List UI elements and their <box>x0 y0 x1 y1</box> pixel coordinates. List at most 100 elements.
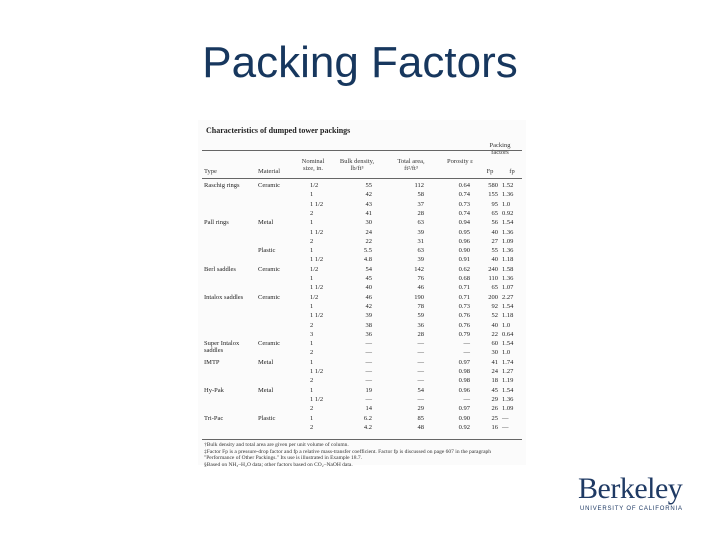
table-cell-fv: — <box>502 423 509 431</box>
table-cell-size: 1/2 <box>310 293 319 301</box>
table-cell-area: 39 <box>417 256 425 264</box>
table-cell-fv: 0.92 <box>502 209 514 217</box>
table-cell-material: Ceramic <box>258 293 281 301</box>
col-header-type: Type <box>204 168 217 175</box>
table-cell-fv: 1.58 <box>502 265 514 273</box>
table-cell-bulk: 43 <box>365 200 373 208</box>
table-cell-material: Ceramic <box>258 182 281 189</box>
table-cell-size: 1 1/2 <box>310 284 324 292</box>
table-cell-area: 63 <box>417 247 425 255</box>
table-cell-size: 1 1/2 <box>310 395 324 403</box>
table-cell-area: 36 <box>417 321 425 329</box>
table-cell-fv: 1.54 <box>502 219 514 227</box>
table-cell-bulk: 42 <box>365 191 373 199</box>
table-cell-area: 46 <box>417 284 425 292</box>
table-cell-fp: 45 <box>491 386 499 394</box>
table-cell-material: Ceramic <box>258 340 281 348</box>
table-cell-type: Hy-Pak <box>204 386 224 394</box>
table-cell-fp: 65 <box>491 284 499 292</box>
table-rule-bottom <box>202 439 522 440</box>
table-cell-por: 0.62 <box>458 265 470 273</box>
table-cell-area: 58 <box>417 191 425 199</box>
table-cell-area: — <box>417 358 425 366</box>
table-cell-bulk: 39 <box>365 312 373 320</box>
berkeley-logo: Berkeley UNIVERSITY OF CALIFORNIA <box>576 472 686 516</box>
table-cell-area: — <box>417 349 425 357</box>
table-cell-por: 0.74 <box>458 209 470 217</box>
table-cell-area: 78 <box>417 302 425 310</box>
table-cell-por: 0.97 <box>458 358 470 366</box>
table-cell-type: Super Intalox saddles <box>204 340 240 355</box>
table-cell-por: 0.64 <box>458 182 470 189</box>
table-cell-fp: 16 <box>491 423 499 431</box>
table-cell-fp: 60 <box>491 340 499 348</box>
table-cell-fp: 95 <box>491 200 499 208</box>
table-cell-por: — <box>463 340 471 348</box>
table-cell-size: 1 <box>310 302 314 310</box>
table-cell-size: 2 <box>310 349 314 357</box>
table-cell-por: 0.73 <box>458 302 470 310</box>
table-cell-type: Intalox saddles <box>204 293 244 301</box>
table-cell-fv: 1.27 <box>502 368 514 375</box>
table-cell-fv: 1.09 <box>502 405 514 413</box>
table-cell-area: 190 <box>414 293 424 301</box>
table-cell-fv: 1.18 <box>502 312 514 320</box>
table-cell-fp: 41 <box>491 358 499 366</box>
table-cell-bulk: — <box>365 358 373 366</box>
packing-factors-header: Packing factors <box>489 142 511 156</box>
table-cell-size: 1 1/2 <box>310 368 324 375</box>
table-cell-por: 0.79 <box>458 330 470 338</box>
table-cell-por: 0.94 <box>458 219 470 227</box>
table-cell-fv: 1.52 <box>502 182 514 189</box>
table-cell-fv: 1.36 <box>502 191 514 199</box>
table-cell-bulk: 38 <box>365 321 373 329</box>
table-cell-fp: 27 <box>491 237 499 245</box>
table-cell-size: 1 <box>310 414 314 422</box>
table-cell-bulk: 6.2 <box>363 414 372 422</box>
table-cell-bulk: — <box>365 349 373 357</box>
table-cell-area: 63 <box>417 219 425 227</box>
table-cell-fp: 92 <box>491 302 499 310</box>
table-cell-fp: 40 <box>491 321 499 329</box>
table-cell-por: 0.71 <box>458 293 470 301</box>
col-header-fp: Fp <box>486 168 494 175</box>
col-header-material: Material <box>258 168 281 175</box>
table-cell-por: 0.71 <box>458 284 470 292</box>
table-cell-fv: 1.54 <box>502 302 514 310</box>
table-cell-area: 112 <box>414 182 424 189</box>
table-cell-por: 0.76 <box>458 312 470 320</box>
footnote: †Bulk density and total area are given p… <box>204 442 349 448</box>
table-cell-area: 59 <box>417 312 425 320</box>
table-cell-fp: 18 <box>491 377 499 385</box>
table-cell-bulk: 41 <box>365 209 373 217</box>
table-cell-por: 0.96 <box>458 237 470 245</box>
table-cell-por: 0.98 <box>458 368 470 375</box>
table-cell-area: 37 <box>417 200 425 208</box>
table-cell-size: 2 <box>310 321 314 329</box>
table-cell-area: 29 <box>417 405 425 413</box>
table-cell-size: 1 1/2 <box>310 228 324 236</box>
table-cell-por: 0.90 <box>458 414 470 422</box>
table-cell-area: 76 <box>417 275 425 282</box>
table-cell-area: 28 <box>417 209 425 217</box>
col-header-nominal: Nominal size, in. <box>301 158 325 172</box>
table-cell-size: 2 <box>310 209 314 217</box>
table-cell-fv: 1.09 <box>502 237 514 245</box>
table-cell-fv: 1.54 <box>502 340 514 348</box>
table-cell-bulk: 14 <box>365 405 373 413</box>
table-cell-size: 1 1/2 <box>310 256 324 264</box>
table-cell-area: 54 <box>417 386 425 394</box>
table-cell-por: 0.92 <box>458 423 470 431</box>
table-cell-por: 0.76 <box>458 321 470 329</box>
table-cell-size: 1 <box>310 386 314 394</box>
table-cell-material: Metal <box>258 358 274 366</box>
table-cell-area: — <box>417 340 425 348</box>
table-cell-por: 0.73 <box>458 200 470 208</box>
table-cell-por: 0.68 <box>458 275 470 282</box>
table-cell-type: Pall rings <box>204 219 229 227</box>
table-cell-por: 0.90 <box>458 247 470 255</box>
table-cell-fv: 1.18 <box>502 256 514 264</box>
table-cell-type: Raschig rings <box>204 182 240 189</box>
table-cell-fv: 1.54 <box>502 386 514 394</box>
table-cell-fv: 2.27 <box>502 293 514 301</box>
